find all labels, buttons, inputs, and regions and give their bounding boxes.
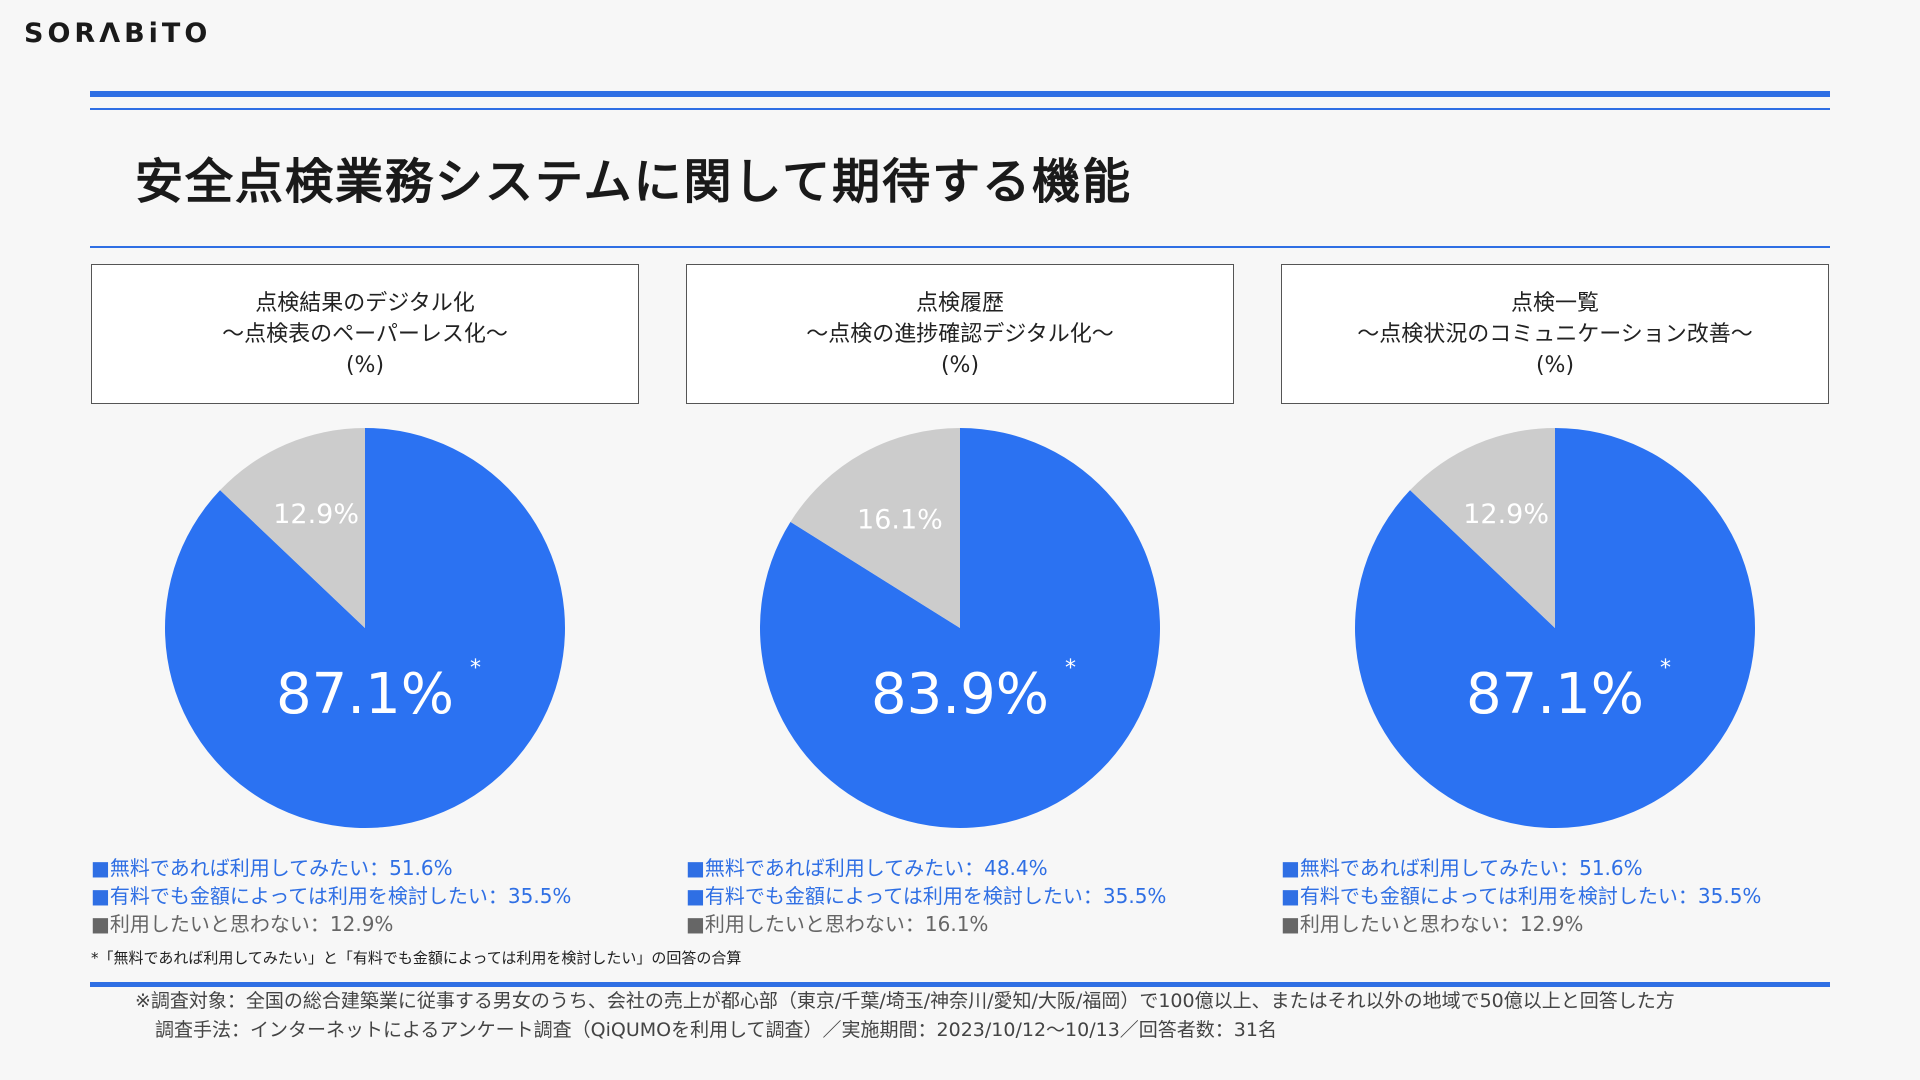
caption-line: ～点検表のペーパーレス化～ bbox=[222, 321, 508, 347]
chart-panel-history: 点検履歴 ～点検の進捗確認デジタル化～ (%) 16.1% 83.9% * ■無料で… bbox=[686, 264, 1234, 936]
pie-label-asterisk: * bbox=[1065, 656, 1076, 681]
footer-rule bbox=[90, 982, 1830, 987]
pie-chart: 16.1% 83.9% * bbox=[760, 428, 1160, 828]
caption-line: 点検結果のデジタル化 bbox=[255, 290, 475, 316]
chart-legend: ■無料であれば利用してみたい：48.4% ■有料でも金額によっては利用を検討した… bbox=[686, 854, 1246, 938]
pie-label-rest: 12.9% bbox=[1463, 499, 1549, 530]
caption-line: (%) bbox=[1535, 352, 1575, 378]
top-rule-thin bbox=[90, 108, 1830, 110]
footer-line-target: ※調査対象：全国の総合建築業に従事する男女のうち、会社の売上が都心部（東京/千葉… bbox=[135, 990, 1675, 1012]
survey-footer: ※調査対象：全国の総合建築業に従事する男女のうち、会社の売上が都心部（東京/千葉… bbox=[135, 987, 1675, 1045]
legend-item-no: ■利用したいと思わない：12.9% bbox=[1281, 912, 1584, 936]
pie-label-asterisk: * bbox=[470, 656, 481, 681]
chart-panel-digitalization: 点検結果のデジタル化 ～点検表のペーパーレス化～ (%) 12.9% 87.1% *… bbox=[91, 264, 639, 936]
sorabito-logo: SORΛBiTO bbox=[24, 18, 212, 49]
caption-line: (%) bbox=[940, 352, 980, 378]
legend-item-paid: ■有料でも金額によっては利用を検討したい：35.5% bbox=[91, 884, 572, 908]
pie-slice-rest bbox=[1410, 428, 1555, 628]
legend-item-paid: ■有料でも金額によっては利用を検討したい：35.5% bbox=[1281, 884, 1762, 908]
pie-label-asterisk: * bbox=[1660, 656, 1671, 681]
legend-item-free: ■無料であれば利用してみたい：51.6% bbox=[91, 856, 453, 880]
caption-line: ～点検状況のコミュニケーション改善～ bbox=[1357, 321, 1753, 347]
chart-legend: ■無料であれば利用してみたい：51.6% ■有料でも金額によっては利用を検討した… bbox=[91, 854, 651, 938]
pie-slice-main bbox=[164, 428, 565, 828]
pie-label-main: 87.1% bbox=[276, 662, 454, 727]
chart-legend: ■無料であれば利用してみたい：51.6% ■有料でも金額によっては利用を検討した… bbox=[1281, 854, 1841, 938]
pie-chart: 12.9% 87.1% * bbox=[164, 428, 565, 828]
pie-label-main: 87.1% bbox=[1466, 662, 1644, 727]
caption-line: 点検一覧 bbox=[1510, 290, 1599, 316]
title-rule bbox=[90, 246, 1830, 248]
legend-item-free: ■無料であれば利用してみたい：48.4% bbox=[686, 856, 1048, 880]
top-rule-thick bbox=[90, 91, 1830, 97]
chart-panel-list: 点検一覧 ～点検状況のコミュニケーション改善～ (%) 12.9% 87.1% * … bbox=[1281, 264, 1829, 936]
legend-item-paid: ■有料でも金額によっては利用を検討したい：35.5% bbox=[686, 884, 1167, 908]
page-title: 安全点検業務システムに関して期待する機能 bbox=[135, 154, 1133, 210]
chart-caption-box: 点検履歴 ～点検の進捗確認デジタル化～ (%) bbox=[686, 264, 1234, 404]
legend-item-no: ■利用したいと思わない：16.1% bbox=[686, 912, 989, 936]
chart-caption-box: 点検結果のデジタル化 ～点検表のペーパーレス化～ (%) bbox=[91, 264, 639, 404]
pie-label-rest: 16.1% bbox=[857, 505, 943, 536]
pie-slice-rest bbox=[790, 428, 960, 628]
footnote-asterisk: *「無料であれば利用してみたい」と「有料でも金額によっては利用を検討したい」の回… bbox=[91, 949, 742, 967]
caption-line: ～点検の進捗確認デジタル化～ bbox=[806, 321, 1114, 347]
caption-line: 点検履歴 bbox=[915, 290, 1004, 316]
pie-slice-rest bbox=[220, 428, 365, 628]
pie-chart: 12.9% 87.1% * bbox=[1355, 428, 1755, 828]
footer-line-method: 調査手法：インターネットによるアンケート調査（QiQUMOを利用して調査）／実施… bbox=[155, 1019, 1277, 1041]
caption-line: (%) bbox=[345, 352, 385, 378]
pie-label-main: 83.9% bbox=[871, 662, 1049, 727]
chart-caption-box: 点検一覧 ～点検状況のコミュニケーション改善～ (%) bbox=[1281, 264, 1829, 404]
legend-item-free: ■無料であれば利用してみたい：51.6% bbox=[1281, 856, 1643, 880]
legend-item-no: ■利用したいと思わない：12.9% bbox=[91, 912, 394, 936]
pie-label-rest: 12.9% bbox=[273, 499, 359, 530]
